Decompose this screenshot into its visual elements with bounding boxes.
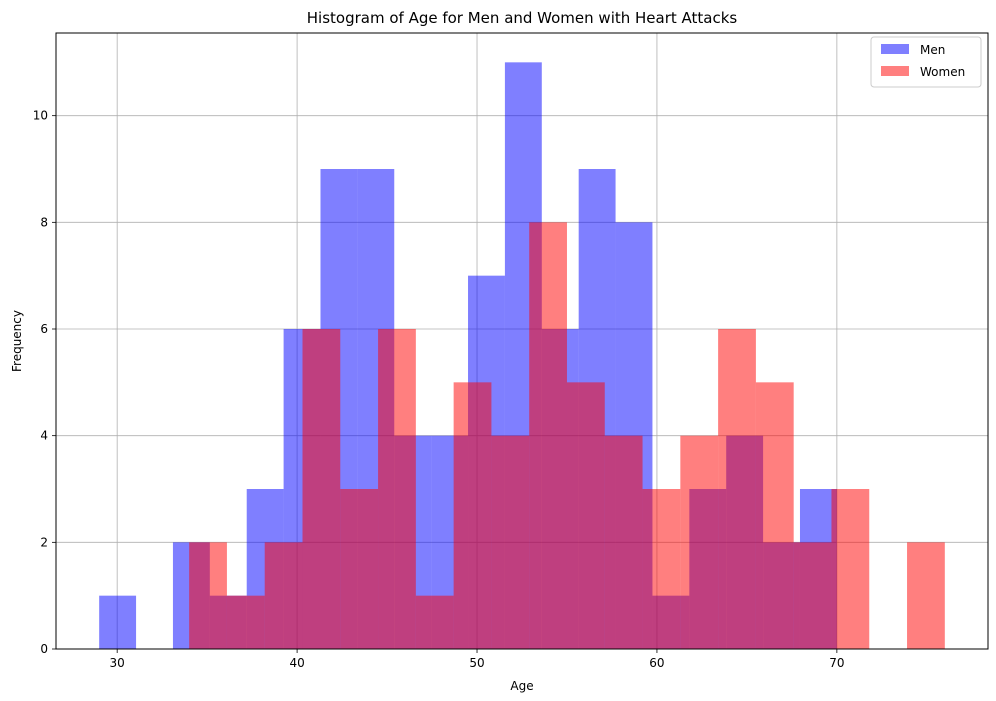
legend: Men Women [870, 36, 982, 88]
y-axis-label: Frequency [10, 310, 24, 372]
legend-swatch-women [881, 66, 909, 76]
x-tick-label: 60 [649, 656, 664, 670]
bar-women [831, 489, 870, 649]
bar-women [226, 595, 265, 649]
bar-women [604, 435, 643, 649]
y-tick-label: 0 [40, 642, 48, 656]
histogram-bars [99, 62, 945, 650]
bar-women [718, 329, 756, 649]
bar-women [453, 382, 492, 649]
y-tick-label: 6 [40, 322, 48, 336]
x-axis-label: Age [510, 679, 533, 693]
y-tick-label: 4 [40, 429, 48, 443]
bar-women [529, 222, 567, 650]
x-tick-label: 70 [829, 656, 844, 670]
plot-frame [55, 32, 989, 650]
legend-label-women: Women [920, 65, 965, 79]
bar-women [642, 489, 681, 649]
bar-women [793, 542, 832, 649]
bar-women [680, 435, 719, 649]
bar-women [340, 489, 379, 649]
axis-ticks: 30 40 50 60 70 0 2 4 6 8 10 [33, 109, 845, 670]
y-tick-label: 10 [33, 109, 48, 123]
x-tick-label: 50 [469, 656, 484, 670]
bar-women [566, 382, 605, 649]
y-tick-label: 8 [40, 215, 48, 229]
legend-swatch-men [881, 44, 909, 54]
bar-women [415, 595, 454, 649]
x-tick-label: 30 [110, 656, 125, 670]
bar-women [755, 382, 794, 649]
legend-label-men: Men [920, 43, 945, 57]
bar-women [302, 329, 341, 649]
chart-title: Histogram of Age for Men and Women with … [307, 9, 738, 27]
bar-women [264, 542, 303, 649]
bar-women [189, 542, 227, 649]
bar-men [99, 595, 137, 649]
bar-women [907, 542, 945, 649]
x-tick-label: 40 [289, 656, 304, 670]
bar-women [491, 435, 530, 649]
y-tick-label: 2 [40, 535, 48, 549]
bar-women [378, 329, 416, 649]
